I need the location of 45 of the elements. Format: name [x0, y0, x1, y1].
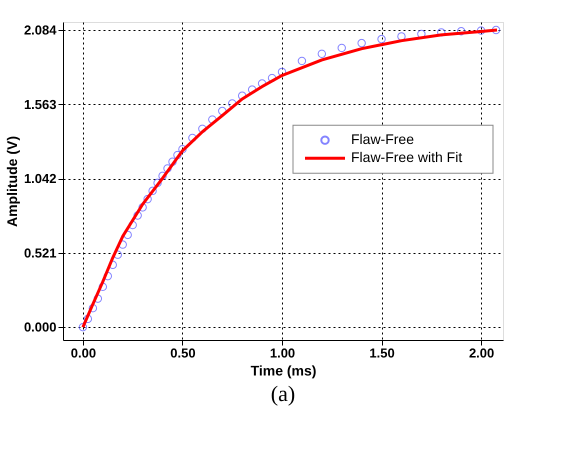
- point: [456, 27, 466, 36]
- point: [173, 150, 182, 160]
- point: [163, 164, 172, 173]
- legend-label: Flaw-Free: [351, 131, 414, 148]
- point: [94, 294, 102, 303]
- point: [133, 211, 142, 220]
- x-tick-label: 0.50: [170, 346, 196, 360]
- point: [143, 194, 152, 204]
- point: [84, 314, 92, 324]
- y-axis-title: Amplitude (V): [4, 136, 20, 227]
- x-tick-label: 1.00: [270, 346, 296, 360]
- point: [148, 186, 157, 196]
- point: [318, 50, 326, 58]
- point: [178, 145, 187, 154]
- point: [153, 178, 162, 188]
- point: [198, 124, 207, 134]
- y-tick-label: 0.521: [24, 245, 56, 260]
- point: [298, 56, 306, 66]
- y-tick-label: 1.042: [24, 171, 56, 186]
- point: [98, 282, 108, 292]
- x-axis-title: Time (ms): [250, 362, 316, 378]
- point: [397, 32, 406, 41]
- point: [158, 172, 167, 180]
- text: (a): [270, 381, 296, 406]
- point: [78, 322, 88, 332]
- point: [492, 26, 500, 34]
- point: [476, 26, 486, 35]
- point: [437, 28, 446, 37]
- point: [128, 220, 137, 230]
- legend-label: Flaw-Free with Fit: [351, 149, 462, 166]
- y-tick-label: 2.084: [24, 22, 58, 38]
- point: [357, 38, 366, 48]
- point: [104, 272, 112, 280]
- x-tick-label: 2.00: [468, 346, 494, 360]
- x-tick-label: 1.50: [369, 346, 395, 360]
- point: [377, 34, 386, 44]
- point: [88, 304, 98, 312]
- x-tick-label: 0.00: [70, 346, 96, 360]
- point: [168, 158, 177, 166]
- line-series: [81, 28, 499, 329]
- y-tick-label: 1.563: [24, 96, 56, 112]
- point: [338, 44, 346, 52]
- point: [138, 203, 147, 212]
- y-tick-label: 0.000: [24, 320, 56, 335]
- point: [188, 134, 197, 142]
